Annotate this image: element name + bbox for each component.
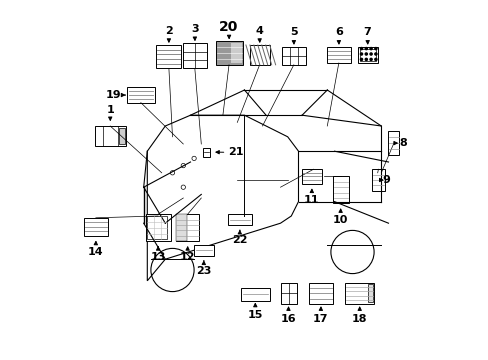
Bar — [203, 148, 210, 157]
Bar — [345, 283, 373, 304]
Bar — [241, 288, 269, 301]
Bar — [119, 128, 124, 144]
Text: 1: 1 — [106, 105, 114, 115]
Text: 17: 17 — [312, 314, 328, 324]
Circle shape — [360, 58, 362, 60]
Bar — [332, 176, 348, 203]
Bar — [215, 41, 242, 65]
Text: 19: 19 — [105, 90, 121, 100]
Circle shape — [369, 48, 371, 50]
Text: 8: 8 — [398, 138, 406, 148]
Bar — [359, 49, 375, 61]
Bar — [147, 216, 167, 239]
Bar — [387, 131, 399, 155]
Bar — [95, 126, 125, 146]
Text: 7: 7 — [363, 27, 371, 37]
Bar — [145, 214, 170, 241]
Text: 18: 18 — [351, 314, 366, 324]
Text: 20: 20 — [219, 20, 238, 34]
Circle shape — [374, 48, 376, 50]
Text: 14: 14 — [88, 247, 103, 257]
Bar — [176, 214, 199, 241]
Bar — [127, 87, 154, 103]
Bar — [249, 45, 269, 65]
Bar — [309, 283, 332, 304]
Bar — [280, 283, 296, 304]
Text: 15: 15 — [247, 310, 263, 320]
Bar — [367, 284, 372, 302]
Text: 5: 5 — [289, 27, 297, 37]
Text: 12: 12 — [180, 252, 195, 262]
Text: 10: 10 — [332, 215, 347, 225]
Circle shape — [365, 48, 366, 50]
Bar — [357, 47, 377, 63]
Bar — [302, 169, 321, 184]
Bar — [156, 45, 181, 68]
Text: 13: 13 — [150, 252, 165, 262]
Text: 6: 6 — [334, 27, 342, 37]
Bar — [84, 218, 107, 236]
Text: 16: 16 — [280, 314, 296, 324]
Bar — [282, 47, 305, 65]
Text: 21: 21 — [227, 147, 243, 157]
Bar — [230, 43, 242, 63]
Bar — [371, 169, 384, 191]
Text: 11: 11 — [304, 195, 319, 205]
Text: 2: 2 — [164, 26, 172, 36]
Bar — [326, 47, 350, 63]
Circle shape — [374, 53, 376, 55]
Circle shape — [360, 48, 362, 50]
Circle shape — [369, 58, 371, 60]
Bar — [183, 43, 206, 68]
Circle shape — [365, 58, 366, 60]
Circle shape — [360, 53, 362, 55]
Bar — [228, 214, 251, 225]
Bar — [176, 214, 186, 241]
Circle shape — [374, 58, 376, 60]
Circle shape — [365, 53, 366, 55]
Text: 3: 3 — [191, 24, 198, 34]
Circle shape — [369, 53, 371, 55]
Text: 23: 23 — [196, 266, 211, 276]
Text: 4: 4 — [255, 26, 263, 36]
Bar — [194, 245, 213, 256]
Text: 9: 9 — [382, 175, 390, 185]
Text: 22: 22 — [232, 235, 247, 245]
